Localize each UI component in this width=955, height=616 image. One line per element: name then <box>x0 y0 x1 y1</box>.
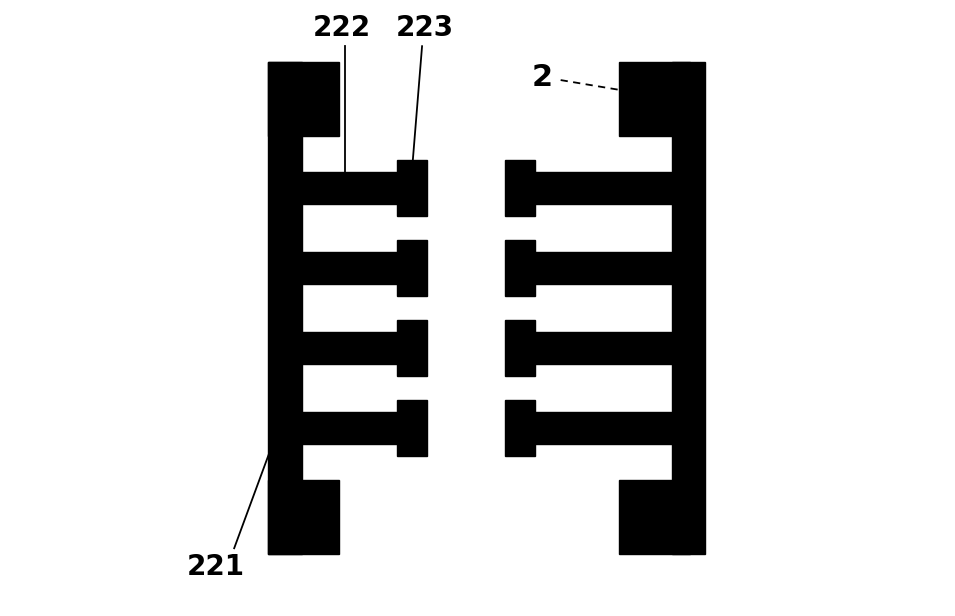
Bar <box>671 62 706 554</box>
Bar <box>535 252 671 284</box>
Bar <box>535 332 671 364</box>
Bar <box>302 172 407 204</box>
Bar <box>268 480 339 554</box>
Bar <box>535 412 671 444</box>
Bar <box>397 160 427 216</box>
Text: 222: 222 <box>313 14 371 42</box>
Bar <box>302 332 407 364</box>
Bar <box>505 320 535 376</box>
Bar <box>505 160 535 216</box>
Bar <box>397 240 427 296</box>
Bar <box>505 240 535 296</box>
Bar <box>302 252 407 284</box>
Bar <box>619 62 690 136</box>
Bar <box>535 172 671 204</box>
Bar <box>505 400 535 456</box>
Bar <box>268 62 302 554</box>
Bar <box>619 480 690 554</box>
Bar <box>397 320 427 376</box>
Text: 2: 2 <box>532 62 553 92</box>
Text: 223: 223 <box>396 14 455 42</box>
Bar <box>302 412 407 444</box>
Text: 221: 221 <box>186 553 244 581</box>
Bar <box>268 62 339 136</box>
Bar <box>397 400 427 456</box>
